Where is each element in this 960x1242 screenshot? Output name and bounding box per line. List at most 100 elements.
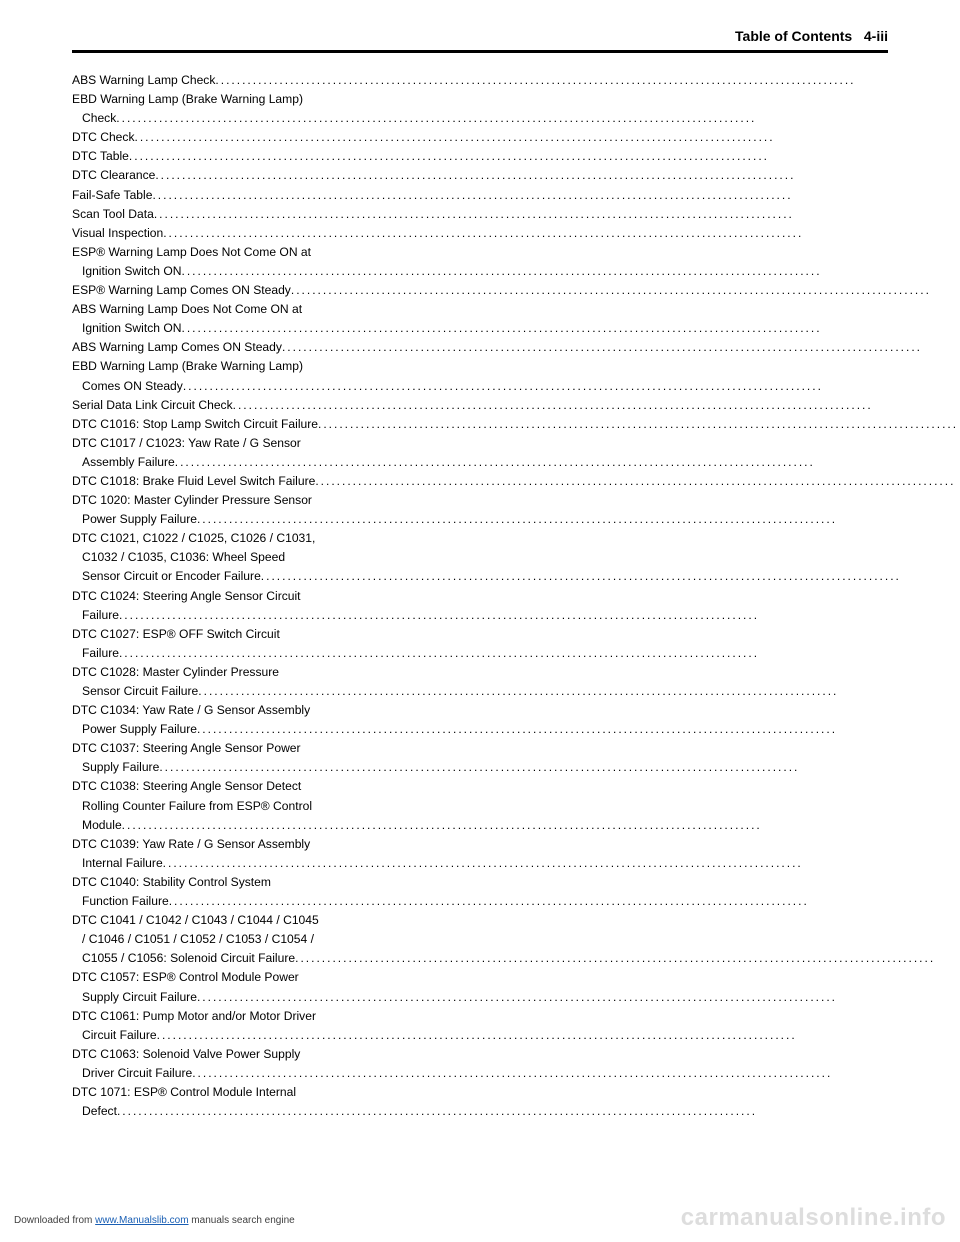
toc-entry: ABS Warning Lamp Comes ON Steady 4F-24 [72,338,960,357]
toc-entry: Assembly Failure 4F-29 [72,453,960,472]
footer: Downloaded from www.Manualslib.com manua… [14,1215,295,1226]
toc-leader-dots [157,1026,958,1045]
toc-leader-dots [135,128,959,147]
toc-leader-dots [163,224,958,243]
toc-leader-dots [261,567,958,586]
toc-leader-dots [116,109,958,128]
toc-entry: Driver Circuit Failure 4F-43 [72,1064,960,1083]
toc-label: Internal Failure [72,854,163,873]
toc-leader-dots [117,1102,958,1121]
page-header: Table of Contents 4-iii [72,28,888,53]
toc-label: Function Failure [72,892,169,911]
toc-entry: Comes ON Steady 4F-24 [72,377,960,396]
toc-label: Scan Tool Data [72,205,154,224]
toc-leader-dots [192,1064,958,1083]
toc-entry: ABS Warning Lamp Check 4F-14 [72,71,960,90]
toc-leader-dots [129,147,958,166]
toc-label: DTC C1021, C1022 / C1025, C1026 / C1031, [72,529,315,548]
toc-label: ABS Warning Lamp Comes ON Steady [72,338,282,357]
toc-label: Supply Failure [72,758,159,777]
toc-leader-dots [119,606,958,625]
toc-entry: Scan Tool Data 4F-20 [72,205,960,224]
toc-entry: C1055 / C1056: Solenoid Circuit Failure … [72,949,960,968]
toc-leader-dots [122,816,958,835]
toc-entry: C1032 / C1035, C1036: Wheel Speed [72,548,960,567]
toc-leader-dots [197,510,958,529]
header-page-id: 4-iii [864,28,888,44]
toc-entry: Serial Data Link Circuit Check 4F-26 [72,396,960,415]
toc-leader-dots [181,262,958,281]
toc-label: Supply Circuit Failure [72,988,197,1007]
toc-entry: EBD Warning Lamp (Brake Warning Lamp) [72,357,960,376]
toc-label: DTC 1071: ESP® Control Module Internal [72,1083,296,1102]
toc-entry: Failure 4F-34 [72,606,960,625]
toc-label: Ignition Switch ON [72,262,181,281]
toc-entry: DTC C1041 / C1042 / C1043 / C1044 / C104… [72,911,960,930]
toc-entry: / C1046 / C1051 / C1052 / C1053 / C1054 … [72,930,960,949]
toc-label: Power Supply Failure [72,510,197,529]
toc-leader-dots [233,396,958,415]
toc-label: C1055 / C1056: Solenoid Circuit Failure [72,949,295,968]
toc-entry: Supply Failure 4F-37 [72,758,960,777]
toc-label: Check [72,109,116,128]
toc-label: Sensor Circuit Failure [72,682,198,701]
toc-entry: DTC Clearance 4F-18 [72,166,960,185]
toc-entry: DTC C1057: ESP® Control Module Power [72,968,960,987]
toc-entry: Internal Failure 4F-39 [72,854,960,873]
toc-entry: Function Failure 4F-39 [72,892,960,911]
toc-entry: EBD Warning Lamp (Brake Warning Lamp) [72,90,960,109]
toc-label: ESP® Warning Lamp Comes ON Steady [72,281,291,300]
toc-entry: DTC C1038: Steering Angle Sensor Detect [72,777,960,796]
toc-columns: ABS Warning Lamp Check 4F-14EBD Warning … [72,71,888,1121]
footer-prefix: Downloaded from [14,1215,95,1226]
toc-entry: DTC Check 4F-15 [72,128,960,147]
toc-label: Circuit Failure [72,1026,157,1045]
toc-label: DTC C1024: Steering Angle Sensor Circuit [72,587,301,606]
toc-label: Fail-Safe Table [72,186,152,205]
toc-entry: Sensor Circuit or Encoder Failure 4F-32 [72,567,960,586]
toc-entry: DTC C1028: Master Cylinder Pressure [72,663,960,682]
toc-entry: DTC C1034: Yaw Rate / G Sensor Assembly [72,701,960,720]
footer-link[interactable]: www.Manualslib.com [95,1215,188,1226]
toc-label: DTC C1037: Steering Angle Sensor Power [72,739,301,758]
toc-entry: DTC C1039: Yaw Rate / G Sensor Assembly [72,835,960,854]
header-title: Table of Contents [735,28,852,44]
toc-leader-dots [318,415,958,434]
toc-label: DTC C1018: Brake Fluid Level Switch Fail… [72,472,315,491]
toc-label: ABS Warning Lamp Does Not Come ON at [72,300,302,319]
toc-entry: DTC Table 4F-15 [72,147,960,166]
toc-label: DTC Clearance [72,166,155,185]
toc-entry: Visual Inspection 4F-21 [72,224,960,243]
toc-label: Visual Inspection [72,224,163,243]
toc-entry: ESP® Warning Lamp Does Not Come ON at [72,243,960,262]
toc-entry: DTC C1018: Brake Fluid Level Switch Fail… [72,472,960,491]
toc-label: DTC Check [72,128,135,147]
toc-label: EBD Warning Lamp (Brake Warning Lamp) [72,90,303,109]
toc-leader-dots [169,892,958,911]
toc-label: Serial Data Link Circuit Check [72,396,233,415]
toc-label: Sensor Circuit or Encoder Failure [72,567,261,586]
toc-label: Defect [72,1102,117,1121]
toc-entry: DTC C1024: Steering Angle Sensor Circuit [72,587,960,606]
toc-left-column: ABS Warning Lamp Check 4F-14EBD Warning … [72,71,960,1121]
toc-label: / C1046 / C1051 / C1052 / C1053 / C1054 … [72,930,314,949]
toc-label: DTC C1027: ESP® OFF Switch Circuit [72,625,280,644]
toc-entry: DTC C1017 / C1023: Yaw Rate / G Sensor [72,434,960,453]
toc-label: DTC C1061: Pump Motor and/or Motor Drive… [72,1007,316,1026]
toc-entry: DTC C1016: Stop Lamp Switch Circuit Fail… [72,415,960,434]
toc-entry: Power Supply Failure 4F-31 [72,510,960,529]
toc-entry: Failure 4F-34 [72,644,960,663]
toc-label: Ignition Switch ON [72,319,181,338]
toc-leader-dots [282,338,958,357]
toc-leader-dots [152,186,958,205]
toc-entry: Power Supply Failure 4F-36 [72,720,960,739]
toc-entry: Supply Circuit Failure 4F-41 [72,988,960,1007]
toc-entry: Defect 4F-44 [72,1102,960,1121]
toc-leader-dots [183,377,958,396]
footer-suffix: manuals search engine [189,1215,295,1226]
toc-entry: Module 4F-38 [72,816,960,835]
toc-entry: Circuit Failure 4F-42 [72,1026,960,1045]
toc-label: DTC 1020: Master Cylinder Pressure Senso… [72,491,312,510]
toc-label: Failure [72,644,119,663]
toc-entry: Ignition Switch ON 4F-23 [72,319,960,338]
